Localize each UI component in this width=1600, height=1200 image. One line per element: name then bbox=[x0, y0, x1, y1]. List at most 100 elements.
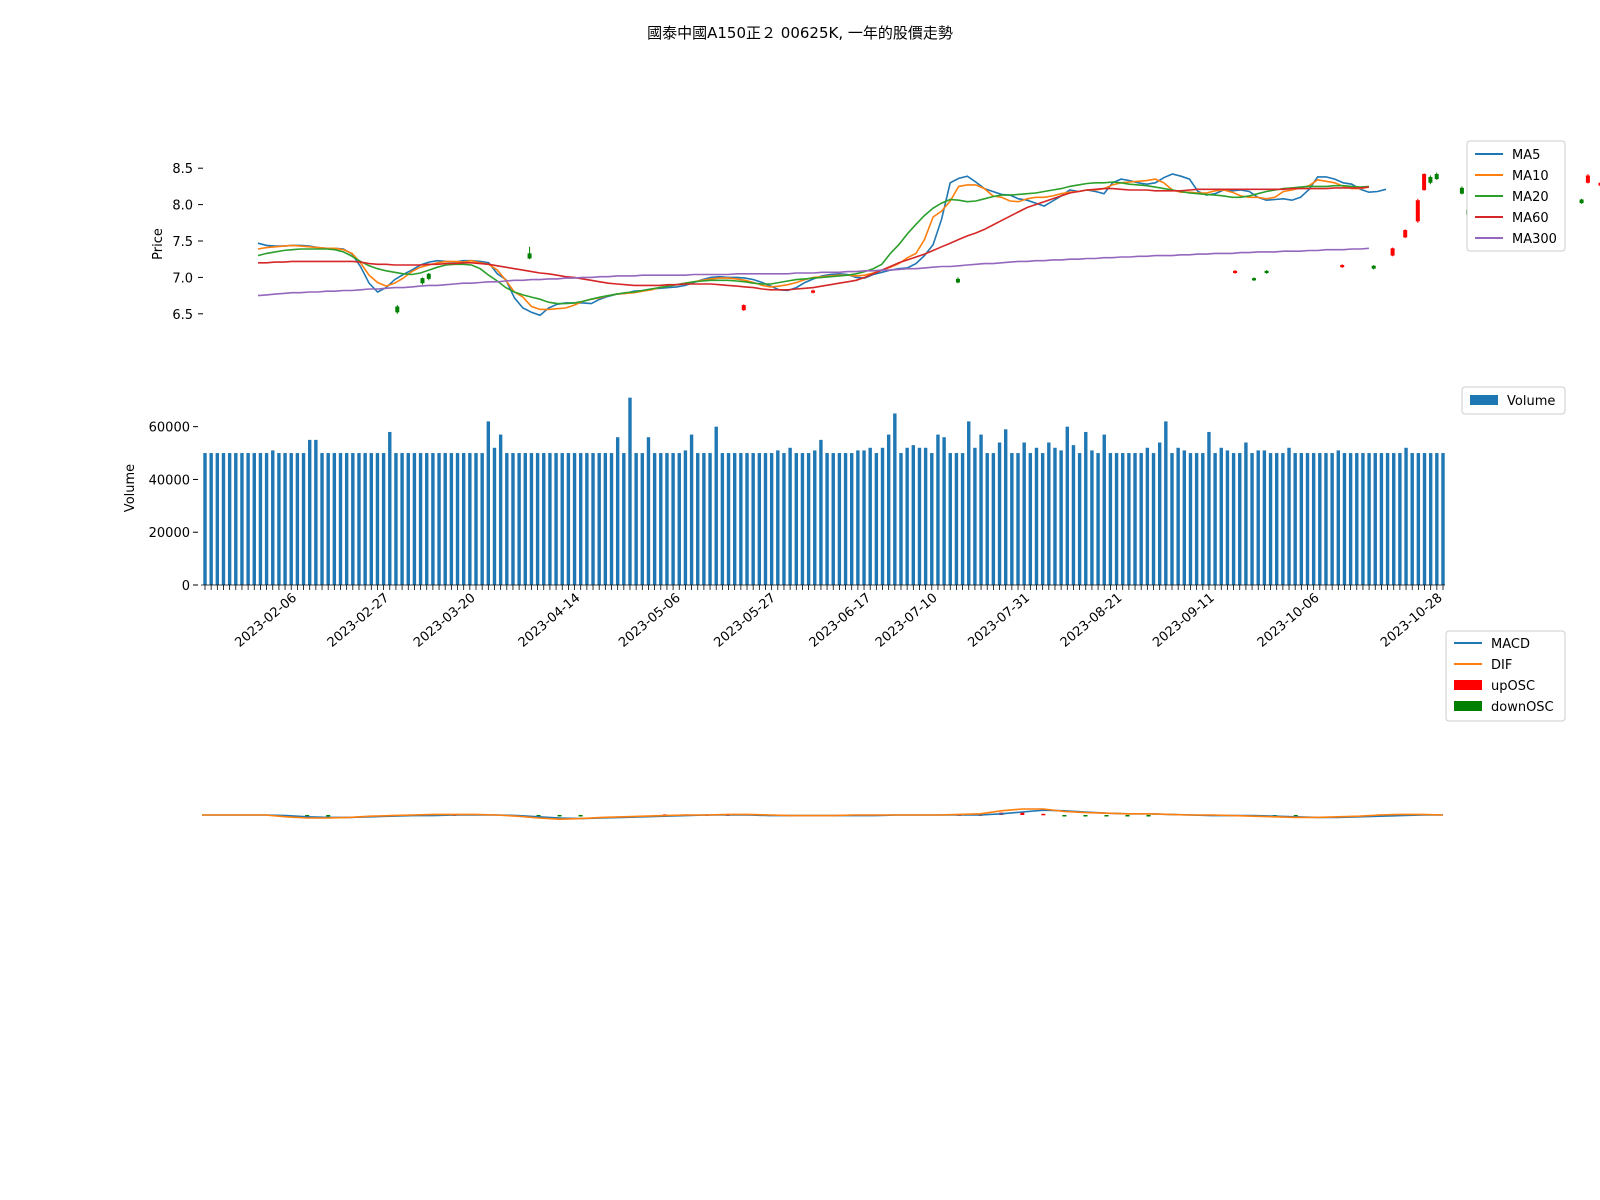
volume-bar bbox=[1348, 453, 1353, 585]
volume-bar bbox=[1133, 453, 1137, 585]
down-osc-bar bbox=[1104, 815, 1109, 817]
legend-label-macd: MACD bbox=[1491, 637, 1530, 652]
volume-bar bbox=[720, 453, 725, 585]
volume-bar bbox=[634, 453, 638, 585]
down-osc-bar bbox=[1125, 815, 1130, 817]
volume-bar bbox=[1342, 453, 1347, 585]
volume-bar bbox=[819, 439, 823, 585]
volume-bar bbox=[295, 453, 300, 585]
volume-bar bbox=[628, 397, 632, 585]
volume-bar bbox=[1188, 453, 1193, 585]
price-ma-lines bbox=[257, 173, 1387, 317]
volume-bar bbox=[899, 453, 903, 585]
legend-swatch-downosc bbox=[1454, 701, 1482, 711]
volume-bar bbox=[1293, 453, 1297, 585]
macd-legend-box bbox=[1445, 630, 1566, 722]
volume-bar bbox=[566, 453, 571, 585]
volume-bar bbox=[388, 431, 392, 585]
volume-bar bbox=[1003, 429, 1008, 585]
volume-bar bbox=[252, 453, 256, 585]
volume-bar bbox=[1034, 447, 1039, 585]
macd-lines bbox=[202, 808, 1444, 821]
volume-bar bbox=[474, 453, 478, 585]
volume-bar bbox=[603, 453, 608, 585]
volume-x-axis: 2023-02-06 2023-02-27 2023-03-20 2023-04-14… bbox=[201, 584, 1446, 651]
price-candles bbox=[395, 172, 1600, 314]
volume-bar bbox=[659, 453, 663, 585]
volume-bar bbox=[923, 447, 928, 585]
price-y-axis-label: Price bbox=[151, 228, 166, 260]
price-candle bbox=[1403, 230, 1408, 238]
price-candle bbox=[1434, 174, 1439, 180]
volume-bar bbox=[1040, 453, 1045, 585]
volume-bar bbox=[1281, 453, 1285, 585]
volume-bar bbox=[418, 453, 423, 585]
volume-y-tick-label: 0 bbox=[182, 579, 190, 594]
volume-bar bbox=[1127, 453, 1131, 585]
volume-bar bbox=[597, 453, 601, 585]
volume-bar bbox=[1250, 453, 1254, 585]
volume-bar bbox=[381, 453, 386, 585]
volume-bar bbox=[548, 453, 552, 585]
volume-bar bbox=[751, 453, 755, 585]
volume-bar bbox=[1404, 447, 1408, 585]
down-osc-bar bbox=[1083, 815, 1088, 817]
legend-label-uposc: upOSC bbox=[1491, 679, 1535, 694]
volume-bar bbox=[850, 453, 854, 585]
volume-bar bbox=[794, 453, 798, 585]
price-candle bbox=[1415, 200, 1420, 222]
volume-bar bbox=[862, 450, 866, 585]
series-line-ma20 bbox=[257, 181, 1369, 305]
volume-bar bbox=[991, 453, 996, 585]
volume-bar bbox=[1164, 421, 1168, 585]
volume-y-tick-label: 60000 bbox=[149, 421, 190, 436]
volume-bar bbox=[394, 453, 398, 585]
volume-bar bbox=[757, 453, 762, 585]
price-candle bbox=[1598, 182, 1600, 186]
volume-bar bbox=[529, 453, 534, 585]
volume-bar bbox=[523, 453, 527, 585]
volume-bar bbox=[1059, 450, 1063, 585]
volume-bar bbox=[542, 453, 546, 585]
volume-bar bbox=[1392, 453, 1396, 585]
volume-bar bbox=[308, 439, 312, 585]
volume-bar bbox=[665, 453, 669, 585]
down-osc-bar bbox=[326, 815, 331, 817]
volume-bar bbox=[1268, 453, 1273, 585]
legend-label-volume: Volume bbox=[1507, 394, 1555, 409]
volume-x-tick-label: 2023-07-10 bbox=[873, 591, 941, 651]
chart-title: 國泰中國A150正２ 00625K, 一年的股價走勢 bbox=[647, 24, 953, 42]
volume-bar bbox=[1287, 447, 1291, 585]
volume-bar bbox=[1201, 453, 1205, 585]
volume-bar bbox=[1379, 453, 1384, 585]
volume-bar bbox=[480, 453, 484, 585]
volume-bar bbox=[344, 453, 349, 585]
volume-x-tick-label: 2023-02-27 bbox=[325, 591, 393, 651]
volume-bar bbox=[320, 453, 324, 585]
volume-bar bbox=[893, 413, 897, 585]
volume-bar bbox=[1324, 453, 1328, 585]
volume-bar bbox=[806, 453, 811, 585]
volume-bar bbox=[868, 447, 872, 585]
price-candle bbox=[1340, 265, 1345, 268]
volume-bar bbox=[813, 450, 817, 585]
volume-bar bbox=[264, 453, 269, 585]
volume-bar bbox=[511, 453, 515, 585]
volume-bar bbox=[1108, 453, 1113, 585]
volume-x-tick-label: 2023-06-17 bbox=[807, 591, 875, 651]
volume-bar bbox=[234, 453, 238, 585]
volume-bar bbox=[1096, 453, 1100, 585]
volume-bar bbox=[1077, 453, 1082, 585]
volume-bar bbox=[1231, 453, 1236, 585]
volume-bar bbox=[1428, 453, 1433, 585]
down-osc-bar bbox=[1146, 815, 1151, 817]
volume-bar bbox=[468, 453, 472, 585]
price-y-ticks: 6.5 7.0 7.5 8.0 8.5 bbox=[172, 162, 203, 323]
volume-bar bbox=[1361, 453, 1365, 585]
volume-bar bbox=[960, 453, 965, 585]
price-candle bbox=[420, 278, 425, 284]
legend-label-ma5: MA5 bbox=[1512, 148, 1540, 163]
volume-bar bbox=[289, 453, 293, 585]
volume-bar bbox=[1145, 447, 1150, 585]
